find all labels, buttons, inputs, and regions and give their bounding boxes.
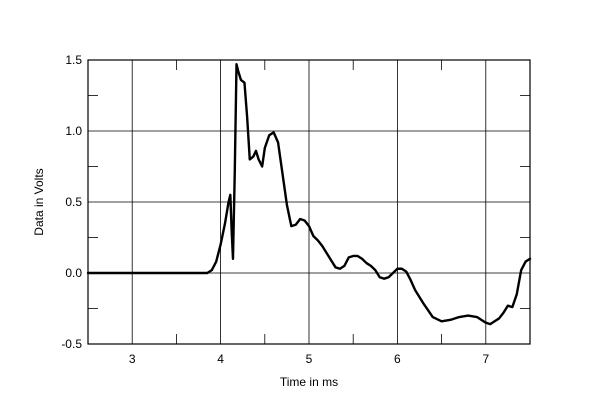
- x-axis-label: Time in ms: [280, 375, 338, 389]
- x-tick-label: 6: [394, 352, 401, 366]
- y-axis-label: Data in Volts: [32, 168, 46, 235]
- y-tick-label: 1.0: [65, 124, 82, 138]
- minor-ticks: [88, 60, 530, 344]
- x-tick-label: 5: [306, 352, 313, 366]
- x-tick-label: 7: [482, 352, 489, 366]
- y-tick-label: 0.0: [65, 266, 82, 280]
- series-line: [86, 63, 532, 326]
- plot-frame: [87, 59, 531, 345]
- x-tick-label: 4: [217, 352, 224, 366]
- x-tick-label: 3: [129, 352, 136, 366]
- y-tick-label: 0.5: [65, 195, 82, 209]
- y-tick-label: -0.5: [61, 337, 82, 351]
- y-axis-ticks: -0.5 0.0 0.5 1.0 1.5: [61, 53, 82, 351]
- y-tick-label: 1.5: [65, 53, 82, 67]
- x-axis-ticks: 3 4 5 6 7: [129, 352, 490, 366]
